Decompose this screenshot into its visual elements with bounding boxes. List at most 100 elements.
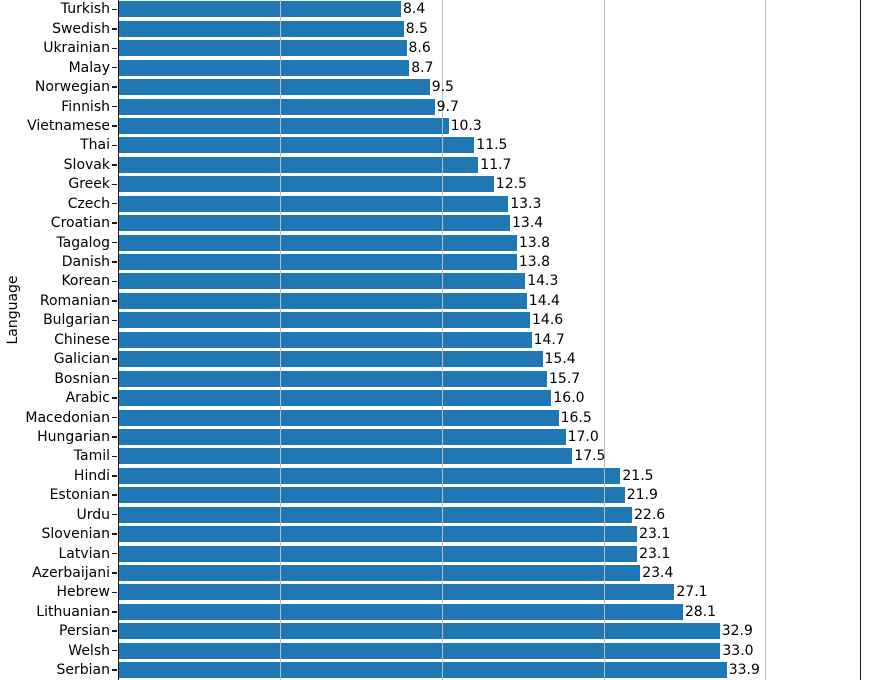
bar-thai [119,137,475,154]
bar-malay [119,59,410,76]
tick-label-tagalog: Tagalog [56,234,110,251]
tick-mark [112,358,117,360]
y-axis-spine [118,0,119,680]
gridline-x-20 [603,0,605,680]
tick-label-romanian: Romanian [39,292,110,309]
tick-label-korean: Korean [61,273,110,290]
bar-korean [119,273,526,290]
tick-mark [112,377,117,380]
value-label: 13.4 [512,215,544,232]
tick-mark [112,611,117,613]
value-label: 13.3 [510,195,542,212]
tick-label-serbian: Serbian [56,662,110,679]
value-label: 14.3 [527,273,559,290]
bar-swedish [119,20,404,37]
value-label: 16.0 [553,390,585,406]
tick-mark [112,533,117,535]
tick-label-czech: Czech [67,195,110,212]
tick-mark [112,436,117,438]
tick-mark [112,300,117,302]
tick-label-galician: Galician [53,351,110,368]
tick-mark [112,572,117,574]
value-label: 16.5 [560,409,592,426]
tick-mark [112,183,117,186]
tick-label-norwegian: Norwegian [34,79,110,96]
bar-persian [119,623,720,640]
tick-mark [112,630,117,632]
bar-serbian [119,662,727,679]
value-label: 9.7 [436,98,459,115]
value-label: 8.5 [405,20,428,37]
tick-label-bulgarian: Bulgarian [43,312,110,329]
value-label: 28.1 [684,603,717,620]
tick-mark [112,591,117,594]
bar-azerbaijani [119,564,641,581]
tick-mark [112,552,117,555]
value-label: 10.3 [450,118,482,134]
tick-label-arabic: Arabic [65,390,110,406]
tick-label-danish: Danish [61,254,110,270]
value-label: 11.5 [476,137,508,154]
bar-ukrainian [119,40,407,57]
tick-label-welsh: Welsh [68,642,110,659]
value-label: 8.4 [403,1,426,18]
value-label: 23.4 [642,564,674,581]
value-label: 17.5 [574,448,606,465]
tick-label-bosnian: Bosnian [54,370,110,387]
value-label: 17.0 [567,428,599,445]
tick-mark [112,105,117,108]
bar-danish [119,254,517,270]
tick-label-lithuanian: Lithuanian [36,603,110,620]
tick-mark [112,66,117,69]
bar-hungarian [119,428,566,445]
tick-mark [112,261,117,263]
tick-mark [112,649,117,652]
tick-label-hungarian: Hungarian [37,428,110,445]
bar-norwegian [119,79,430,96]
bar-greek [119,176,494,193]
bar-croatian [119,215,510,232]
tick-mark [112,513,117,516]
value-label: 21.9 [626,487,658,504]
tick-label-vietnamese: Vietnamese [27,118,110,134]
value-label: 13.8 [518,234,551,251]
bar-hebrew [119,584,675,601]
bar-tagalog [119,234,517,251]
bar-urdu [119,506,632,523]
tick-mark [112,202,117,205]
tick-mark [112,125,117,127]
tick-mark [112,47,117,50]
tick-mark [112,397,117,399]
right-spine [860,0,861,680]
bar-estonian [119,487,625,504]
bar-vietnamese [119,118,449,134]
bar-bulgarian [119,312,530,329]
tick-label-finnish: Finnish [61,98,110,115]
bar-hindi [119,467,621,484]
tick-label-estonian: Estonian [49,487,110,504]
bar-welsh [119,642,721,659]
gridline-x-5 [279,0,281,680]
tick-mark [112,144,117,147]
value-label: 14.6 [532,312,564,329]
tick-label-persian: Persian [59,623,110,640]
tick-label-slovenian: Slovenian [41,526,110,543]
value-label: 23.1 [639,526,671,543]
tick-label-malay: Malay [68,59,110,76]
value-label: 23.1 [639,545,671,562]
bar-latvian [119,545,638,562]
tick-mark [112,455,117,458]
tick-mark [112,241,117,244]
tick-mark [112,494,117,496]
value-label: 8.6 [408,40,431,57]
tick-label-swedish: Swedish [52,20,110,37]
value-label: 32.9 [721,623,753,640]
tick-label-latvian: Latvian [58,545,111,562]
value-label: 27.1 [676,584,708,601]
gridline-x-40 [765,0,767,680]
tick-mark [112,86,117,88]
tick-mark [112,319,117,322]
gridline-x-10 [441,0,443,680]
tick-mark [112,475,117,477]
bar-slovenian [119,526,638,543]
